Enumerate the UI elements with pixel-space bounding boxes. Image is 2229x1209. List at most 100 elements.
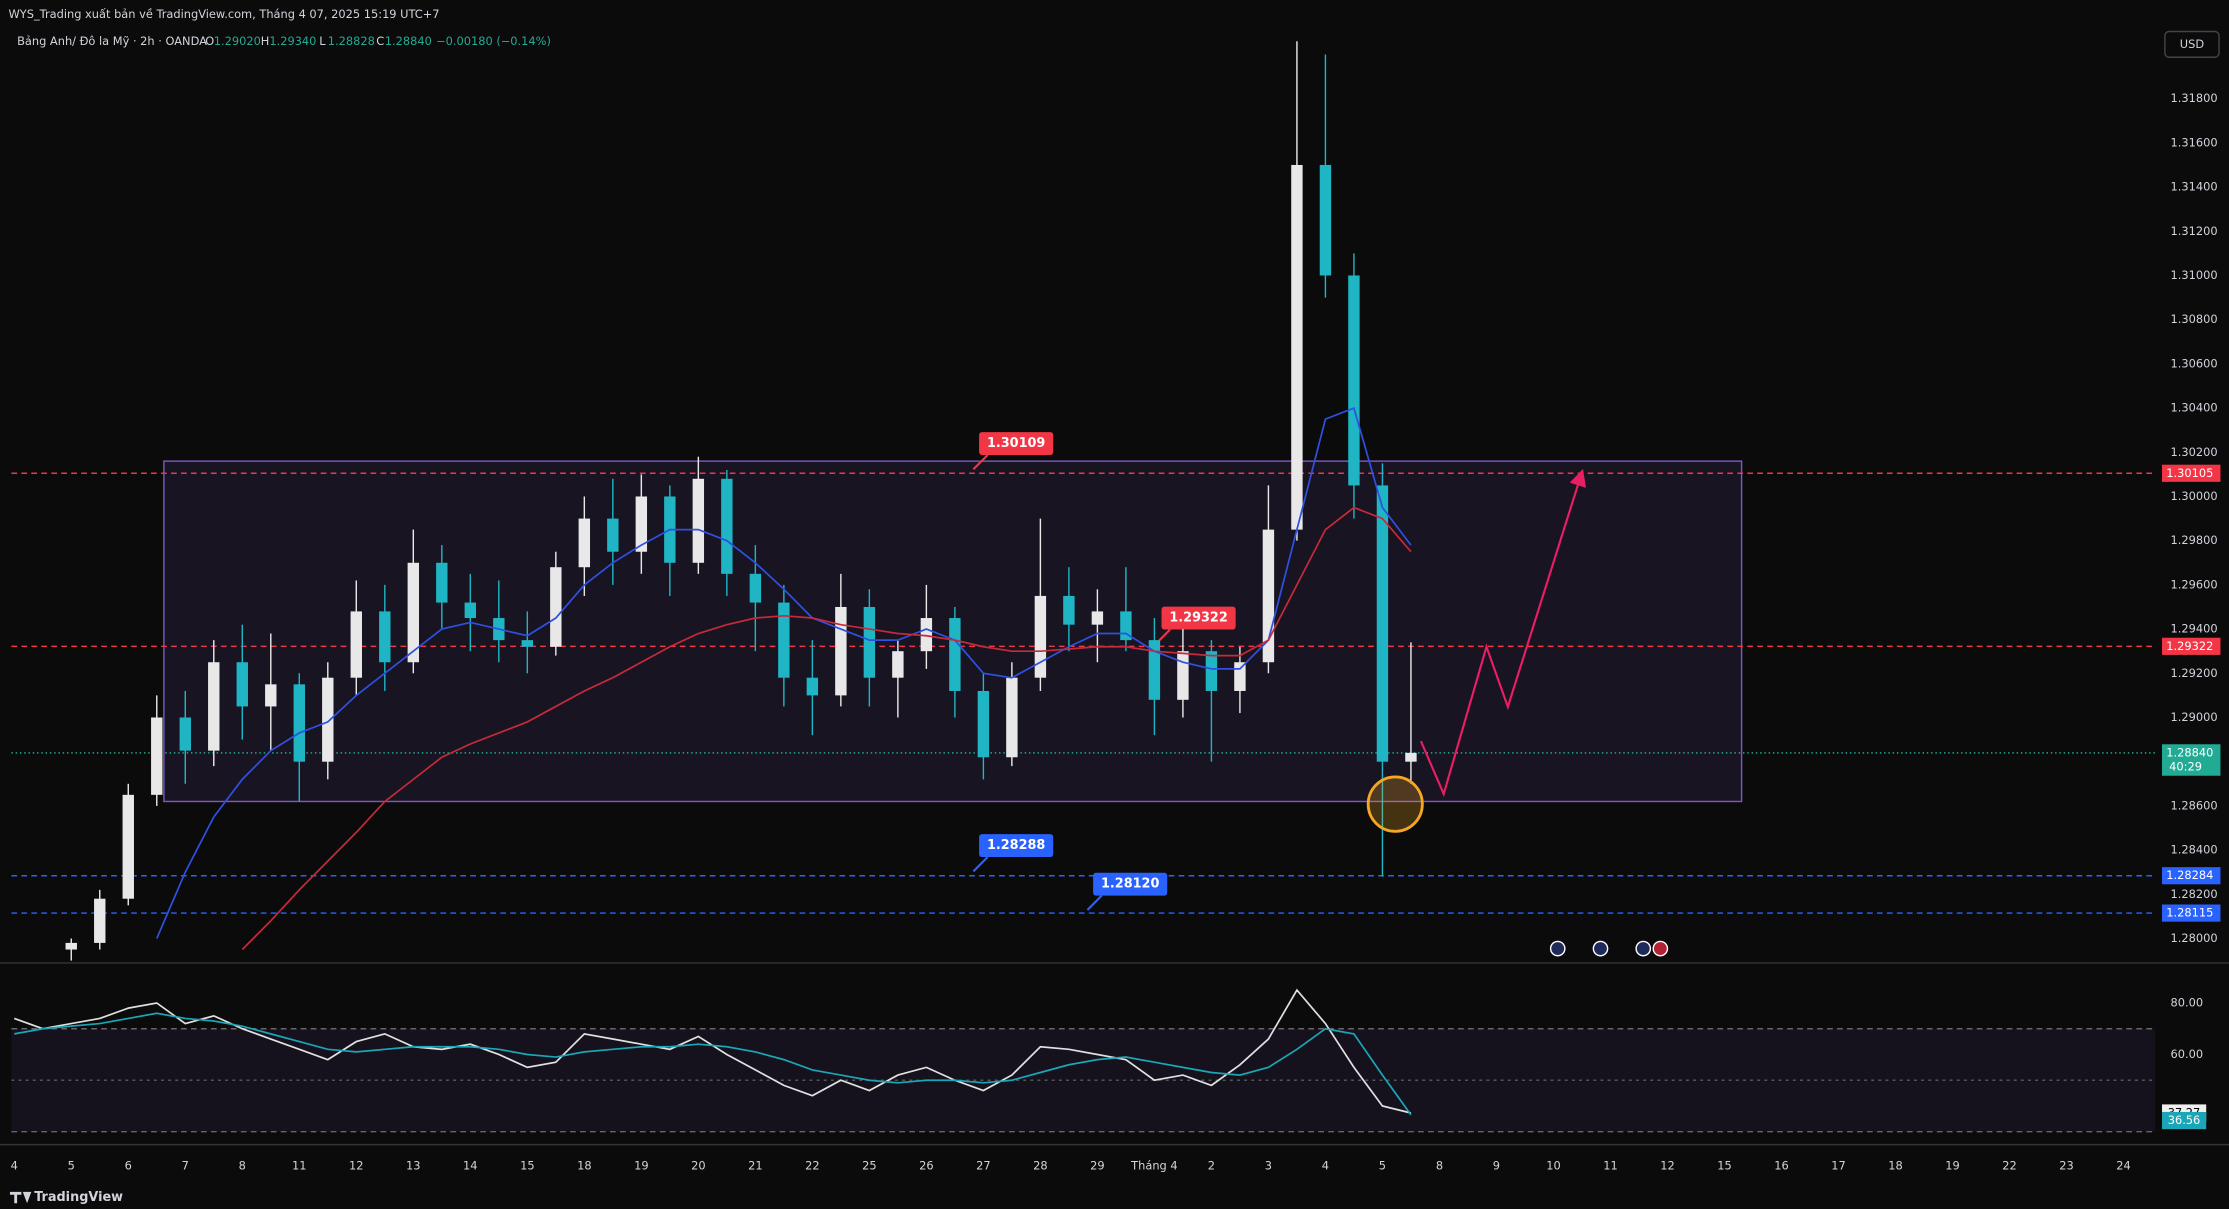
legend-change: −0.00180 (−0.14%)	[436, 34, 551, 48]
y-tick-label: 1.30200	[2171, 445, 2218, 459]
candle-body	[236, 662, 248, 707]
candle-body	[1376, 485, 1389, 762]
y-tick-label: 1.28600	[2171, 798, 2218, 812]
x-tick-label: 6	[125, 1159, 132, 1173]
callout-tail	[972, 454, 989, 471]
x-tick-label: 25	[862, 1159, 876, 1173]
candle-body	[521, 640, 534, 647]
x-tick-label: 21	[748, 1159, 762, 1173]
event-icon[interactable]	[1592, 940, 1609, 957]
y-tick-label: 1.29000	[2171, 710, 2218, 724]
brand: TradingView	[34, 1190, 123, 1205]
y-tick-label: 1.31000	[2171, 268, 2218, 282]
callout-label: 1.29322	[1169, 611, 1227, 626]
level-axis-label-bg	[2162, 637, 2221, 655]
y-tick-label: 1.29200	[2171, 666, 2218, 680]
candle-body	[1262, 529, 1275, 663]
candle-body	[94, 898, 106, 943]
countdown: 40:29	[2169, 760, 2202, 774]
candle-body	[65, 942, 77, 950]
candle-body	[749, 573, 762, 603]
candle-body	[1291, 164, 1303, 530]
legend-key: O	[205, 34, 214, 48]
rsi-last-label: 36.56	[2168, 1113, 2201, 1127]
candle-body	[721, 478, 733, 574]
x-tick-label: 20	[691, 1159, 705, 1173]
level-axis-label: 1.28115	[2166, 906, 2213, 920]
candle-body	[122, 794, 134, 899]
event-icons[interactable]	[1549, 940, 1669, 957]
x-tick-label: 5	[1379, 1159, 1386, 1173]
candle-body	[179, 717, 191, 751]
rsi-tick-label: 60.00	[2171, 1047, 2204, 1061]
currency-box[interactable]	[2164, 30, 2220, 58]
callout-label: 1.28120	[1101, 877, 1159, 892]
callout-label: 1.30109	[987, 436, 1045, 451]
level-axis-label: 1.29322	[2166, 639, 2213, 653]
candle-body	[778, 602, 790, 678]
level-axis-label: 1.28284	[2166, 868, 2213, 882]
event-icon[interactable]	[1549, 940, 1566, 957]
candle-body	[208, 662, 220, 751]
x-tick-label: 12	[1660, 1159, 1674, 1173]
indicator-line	[155, 406, 1412, 939]
y-tick-label: 1.28400	[2171, 843, 2218, 857]
x-tick-label: 18	[577, 1159, 591, 1173]
candle-body	[1006, 677, 1018, 758]
candle-body	[578, 518, 591, 568]
legend-value: 1.28828	[328, 34, 375, 48]
y-tick-label: 1.31400	[2171, 180, 2218, 194]
highlight-circle	[1366, 775, 1424, 833]
candle-body	[635, 496, 648, 552]
last-price-label: 1.28840	[2166, 745, 2213, 759]
x-tick-label: 22	[2002, 1159, 2016, 1173]
x-tick-label: 9	[1493, 1159, 1500, 1173]
candle-body	[1348, 275, 1360, 486]
x-tick-label: 12	[349, 1159, 363, 1173]
candle-body	[265, 684, 277, 707]
logo-mark	[9, 1191, 32, 1204]
x-tick-label: 19	[634, 1159, 648, 1173]
candle-body	[550, 567, 562, 647]
x-tick-label: 18	[1888, 1159, 1902, 1173]
event-icon[interactable]	[1635, 940, 1652, 957]
currency[interactable]: USD	[2180, 37, 2205, 51]
candle-body	[1177, 651, 1189, 700]
candle-body	[607, 518, 619, 552]
candle-body	[1205, 651, 1218, 691]
callout-box	[979, 432, 1054, 455]
publisher: WYS_Trading xuất bản về TradingView.com,…	[9, 7, 440, 21]
event-icon[interactable]	[1652, 940, 1669, 957]
x-tick-label: 19	[1945, 1159, 1959, 1173]
level-axis-label-bg	[2162, 464, 2221, 482]
candle-body	[920, 618, 933, 652]
candle-body	[835, 606, 847, 696]
symbol: Bảng Anh/ Đô la Mỹ · 2h · OANDA	[17, 34, 207, 48]
callout-box	[979, 834, 1054, 858]
legend-key: L	[319, 34, 326, 48]
candle-body	[293, 684, 305, 762]
y-tick-label: 1.30600	[2171, 356, 2218, 370]
rsi-tick-label: 80.00	[2171, 995, 2204, 1009]
indicator-line	[241, 506, 1412, 951]
x-tick-label: 24	[2116, 1159, 2130, 1173]
candle-body	[407, 562, 420, 663]
y-tick-label: 1.29800	[2171, 533, 2218, 547]
candle-body	[1405, 752, 1417, 762]
candle-body	[322, 677, 334, 762]
candle-body	[949, 618, 961, 691]
candle-body	[350, 611, 362, 678]
y-tick-label: 1.28000	[2171, 931, 2218, 945]
x-tick-label: 5	[68, 1159, 75, 1173]
callout-box	[1161, 606, 1236, 630]
x-tick-label: 11	[1603, 1159, 1617, 1173]
y-tick-label: 1.31600	[2171, 135, 2218, 149]
x-tick-label: 11	[292, 1159, 306, 1173]
x-tick-label: 29	[1090, 1159, 1104, 1173]
x-tick-label: 3	[1265, 1159, 1272, 1173]
x-tick-label: 27	[976, 1159, 990, 1173]
y-tick-label: 1.30800	[2171, 312, 2218, 326]
x-tick-label: 4	[11, 1159, 18, 1173]
